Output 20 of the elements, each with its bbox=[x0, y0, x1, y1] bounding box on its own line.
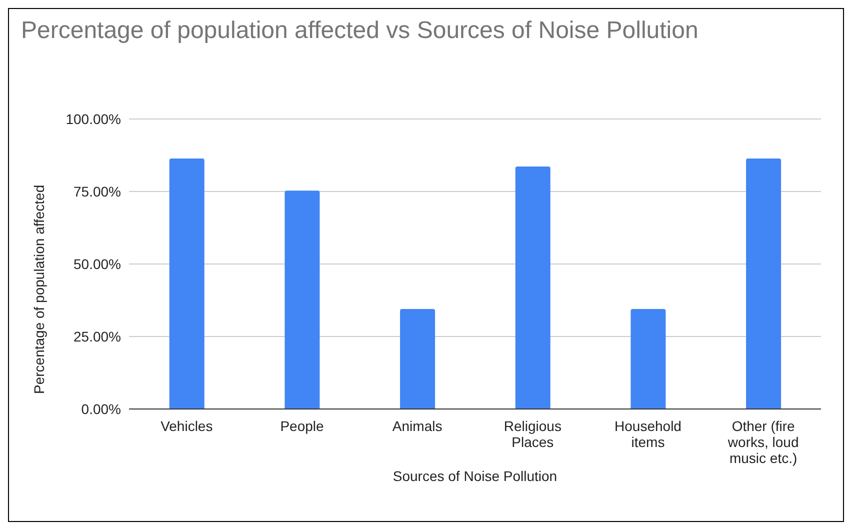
y-tick-label: 0.00% bbox=[81, 400, 121, 417]
bar bbox=[630, 308, 666, 409]
bar bbox=[169, 158, 204, 409]
bar bbox=[746, 158, 782, 409]
y-tick-label: 25.00% bbox=[74, 328, 121, 344]
bar bbox=[284, 190, 320, 409]
bar bbox=[400, 308, 436, 409]
x-tick-label: Vehicles bbox=[160, 418, 213, 434]
y-tick-label: 50.00% bbox=[74, 256, 121, 272]
x-tick-label: Religious Places bbox=[504, 418, 562, 450]
y-tick-label: 75.00% bbox=[74, 183, 121, 200]
y-axis-title: Percentage of population affected bbox=[30, 184, 47, 394]
chart-title: Percentage of population affected vs Sources of Noise Pollution bbox=[21, 17, 700, 44]
x-tick-label: Other (fire works, loud music etc.) bbox=[726, 418, 799, 466]
bar bbox=[515, 166, 550, 409]
x-tick-label: Animals bbox=[392, 418, 442, 434]
x-axis-title: Sources of Noise Pollution bbox=[392, 468, 558, 484]
x-tick-label: Household items bbox=[614, 418, 682, 450]
x-tick-label: People bbox=[280, 418, 324, 434]
y-tick-label: 100.00% bbox=[66, 110, 121, 127]
